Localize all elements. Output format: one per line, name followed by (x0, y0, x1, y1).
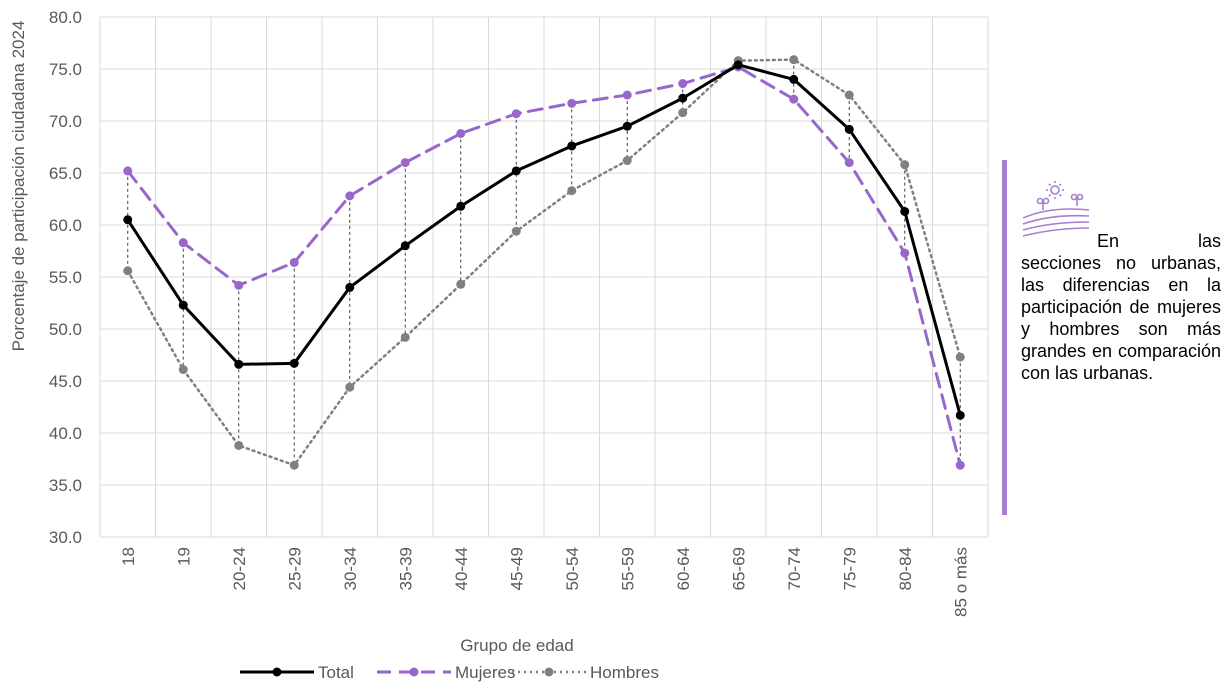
x-tick-label: 50-54 (563, 547, 582, 590)
data-point-hombres (789, 55, 799, 65)
x-tick-label: 20-24 (230, 547, 249, 590)
data-point-mujeres (123, 166, 133, 176)
data-point-total (178, 300, 188, 310)
data-point-total (955, 410, 965, 420)
y-tick-label: 35.0 (49, 476, 82, 495)
legend-label-total: Total (318, 663, 354, 682)
y-tick-label: 60.0 (49, 216, 82, 235)
legend-label-hombres: Hombres (590, 663, 659, 682)
x-tick-label: 19 (174, 547, 193, 566)
data-point-total (123, 215, 133, 225)
rural-landscape-icon (1022, 181, 1089, 237)
data-point-hombres (844, 90, 854, 100)
annotation-text: En las secciones no urbanas, las diferen… (1021, 231, 1221, 383)
y-tick-label: 70.0 (49, 112, 82, 131)
data-point-hombres (456, 279, 466, 289)
data-point-mujeres (234, 280, 244, 290)
y-axis-title: Porcentaje de participación ciudadana 20… (9, 21, 28, 352)
chart-grid (99, 16, 989, 538)
legend-label-mujeres: Mujeres (455, 663, 515, 682)
data-point-mujeres (622, 90, 632, 100)
data-point-total (678, 93, 688, 103)
series-line-mujeres (126, 65, 962, 467)
x-axis-title: Grupo de edad (460, 636, 573, 655)
x-tick-label: 30-34 (341, 547, 360, 590)
data-point-mujeres (511, 109, 521, 119)
x-tick-label: 55-59 (618, 547, 637, 590)
data-point-mujeres (178, 238, 188, 248)
data-point-total (733, 60, 743, 70)
data-point-hombres (678, 108, 688, 118)
data-point-mujeres (678, 79, 688, 89)
data-point-total (789, 74, 799, 84)
data-point-mujeres (567, 98, 577, 108)
data-point-hombres (345, 382, 355, 392)
data-point-hombres (900, 160, 910, 170)
x-tick-label: 18 (119, 547, 138, 566)
data-point-total (234, 359, 244, 369)
x-axis-ticks: 18 19 20-24 25-29 30-34 35-39 40-44 45-49 50-54 5… (119, 547, 971, 617)
data-point-mujeres (400, 158, 410, 168)
x-tick-label: 80-84 (896, 547, 915, 590)
x-tick-label: 35-39 (396, 547, 415, 590)
legend-marker (544, 667, 554, 677)
data-point-mujeres (844, 158, 854, 168)
data-point-total (567, 141, 577, 151)
y-axis-ticks: 30.0 35.0 40.0 45.0 50.0 55.0 60.0 65.0 70.0 75.0… (49, 8, 82, 547)
series-line-hombres (126, 58, 962, 467)
data-point-hombres (622, 156, 632, 166)
x-tick-label: 25-29 (285, 547, 304, 590)
y-tick-label: 55.0 (49, 268, 82, 287)
data-point-hombres (567, 186, 577, 196)
data-point-hombres (123, 266, 133, 276)
y-tick-label: 30.0 (49, 528, 82, 547)
data-point-total (345, 282, 355, 292)
legend-marker (272, 667, 282, 677)
series-group (123, 55, 965, 470)
annotation-panel: En las secciones no urbanas, las diferen… (1002, 160, 1221, 515)
y-tick-label: 65.0 (49, 164, 82, 183)
data-point-mujeres (345, 191, 355, 201)
x-tick-label: 75-79 (840, 547, 859, 590)
data-point-total (900, 206, 910, 216)
y-tick-label: 75.0 (49, 60, 82, 79)
legend-marker (409, 667, 419, 677)
y-tick-label: 50.0 (49, 320, 82, 339)
data-point-hombres (955, 352, 965, 362)
data-point-hombres (400, 332, 410, 342)
x-tick-label: 45-49 (507, 547, 526, 590)
y-tick-label: 40.0 (49, 424, 82, 443)
data-point-total (289, 358, 299, 368)
data-point-hombres (178, 365, 188, 375)
legend: Total Mujeres Hombres (240, 663, 659, 682)
x-tick-label: 85 o más (951, 547, 970, 617)
x-tick-label: 40-44 (452, 547, 471, 590)
x-tick-label: 70-74 (785, 547, 804, 590)
y-tick-label: 80.0 (49, 8, 82, 27)
series-line-total (126, 63, 962, 417)
data-point-total (844, 124, 854, 134)
data-point-hombres (289, 460, 299, 470)
data-point-hombres (234, 440, 244, 450)
data-point-mujeres (955, 460, 965, 470)
data-point-total (511, 166, 521, 176)
x-tick-label: 60-64 (674, 547, 693, 590)
data-point-hombres (511, 226, 521, 236)
data-point-mujeres (456, 128, 466, 138)
data-point-total (456, 201, 466, 211)
x-tick-label: 65-69 (729, 547, 748, 590)
data-point-total (400, 241, 410, 251)
data-point-mujeres (900, 248, 910, 258)
data-point-total (622, 121, 632, 131)
y-tick-label: 45.0 (49, 372, 82, 391)
data-point-mujeres (289, 257, 299, 267)
data-point-mujeres (789, 94, 799, 104)
